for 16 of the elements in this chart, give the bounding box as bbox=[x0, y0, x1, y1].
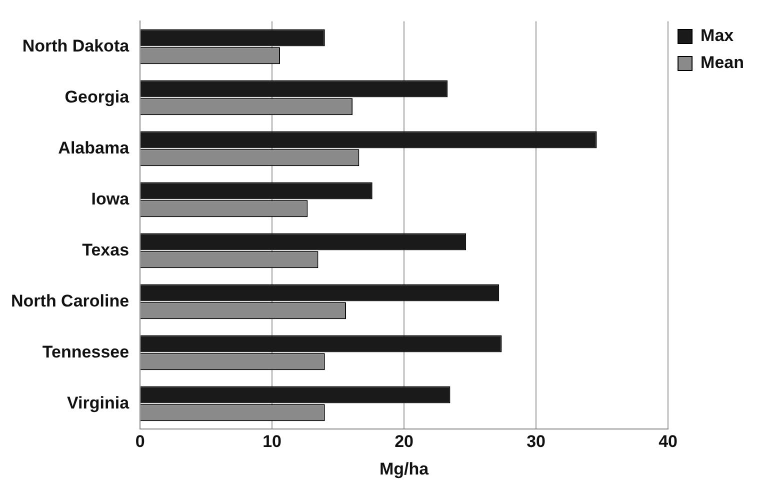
x-tick-label: 20 bbox=[394, 432, 414, 452]
legend-label: Mean bbox=[700, 53, 744, 72]
legend-label: Max bbox=[700, 26, 734, 46]
y-tick-label: Alabama bbox=[58, 138, 130, 158]
y-tick-label: Texas bbox=[82, 240, 130, 260]
x-tick-label: 30 bbox=[526, 432, 546, 452]
y-tick-label: Georgia bbox=[64, 87, 130, 106]
x-tick-label: 40 bbox=[658, 432, 678, 452]
y-tick-label: Tennessee bbox=[42, 342, 130, 362]
x-axis-title: Mg/ha bbox=[380, 459, 430, 478]
y-tick-label: Iowa bbox=[91, 189, 130, 208]
y-tick-label: Virginia bbox=[67, 393, 130, 412]
y-tick-label: North Dakota bbox=[22, 36, 130, 56]
x-tick-label: 0 bbox=[135, 432, 145, 452]
x-tick-label: 10 bbox=[262, 432, 282, 452]
y-tick-label: North Caroline bbox=[11, 291, 130, 310]
